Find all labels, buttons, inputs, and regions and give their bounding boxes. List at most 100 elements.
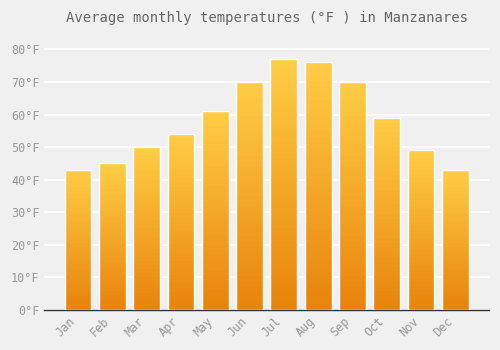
Bar bbox=[408, 218, 434, 222]
Bar bbox=[202, 161, 228, 166]
Bar bbox=[99, 174, 126, 178]
Bar bbox=[408, 186, 434, 190]
Bar bbox=[270, 184, 297, 191]
Bar bbox=[202, 171, 228, 176]
Bar bbox=[339, 281, 366, 287]
Bar bbox=[374, 295, 400, 300]
Bar bbox=[442, 254, 468, 257]
Bar bbox=[339, 88, 366, 93]
Bar bbox=[168, 279, 194, 284]
Bar bbox=[270, 59, 297, 65]
Bar bbox=[442, 240, 468, 243]
Bar bbox=[64, 278, 92, 282]
Bar bbox=[339, 145, 366, 150]
Bar bbox=[236, 179, 263, 184]
Bar bbox=[374, 276, 400, 281]
Bar bbox=[304, 260, 332, 266]
Bar bbox=[270, 216, 297, 222]
Bar bbox=[408, 230, 434, 234]
Bar bbox=[339, 82, 366, 88]
Bar bbox=[374, 281, 400, 286]
Bar bbox=[134, 240, 160, 245]
Bar bbox=[168, 305, 194, 310]
Bar bbox=[442, 250, 468, 254]
Bar bbox=[408, 150, 434, 310]
Bar bbox=[168, 160, 194, 165]
Bar bbox=[304, 291, 332, 298]
Bar bbox=[339, 122, 366, 127]
Bar bbox=[202, 265, 228, 270]
Bar bbox=[270, 285, 297, 291]
Bar bbox=[236, 293, 263, 298]
Bar bbox=[168, 244, 194, 248]
Bar bbox=[168, 204, 194, 209]
Bar bbox=[64, 250, 92, 254]
Bar bbox=[64, 292, 92, 296]
Bar bbox=[270, 228, 297, 235]
Bar bbox=[374, 118, 400, 310]
Bar bbox=[134, 147, 160, 310]
Bar bbox=[408, 202, 434, 206]
Bar bbox=[202, 240, 228, 245]
Bar bbox=[304, 279, 332, 285]
Bar bbox=[168, 257, 194, 261]
Bar bbox=[134, 212, 160, 216]
Bar bbox=[270, 78, 297, 84]
Bar bbox=[408, 266, 434, 270]
Bar bbox=[339, 219, 366, 224]
Bar bbox=[270, 122, 297, 128]
Bar bbox=[134, 281, 160, 285]
Bar bbox=[374, 271, 400, 276]
Bar bbox=[99, 295, 126, 299]
Bar bbox=[99, 171, 126, 174]
Bar bbox=[236, 167, 263, 173]
Bar bbox=[408, 150, 434, 154]
Bar bbox=[168, 178, 194, 182]
Bar bbox=[408, 226, 434, 230]
Bar bbox=[442, 264, 468, 268]
Bar bbox=[202, 220, 228, 225]
Bar bbox=[64, 198, 92, 201]
Bar bbox=[374, 195, 400, 200]
Bar bbox=[339, 184, 366, 190]
Bar bbox=[236, 207, 263, 213]
Bar bbox=[304, 192, 332, 198]
Bar bbox=[442, 177, 468, 180]
Bar bbox=[304, 149, 332, 155]
Bar bbox=[374, 152, 400, 156]
Bar bbox=[374, 257, 400, 262]
Bar bbox=[408, 166, 434, 170]
Bar bbox=[374, 286, 400, 290]
Bar bbox=[408, 258, 434, 262]
Bar bbox=[270, 178, 297, 184]
Bar bbox=[374, 156, 400, 161]
Bar bbox=[236, 173, 263, 179]
Bar bbox=[442, 219, 468, 222]
Bar bbox=[339, 173, 366, 179]
Bar bbox=[304, 266, 332, 273]
Bar bbox=[408, 278, 434, 282]
Bar bbox=[236, 133, 263, 139]
Bar bbox=[64, 254, 92, 257]
Bar bbox=[374, 290, 400, 295]
Bar bbox=[99, 270, 126, 273]
Bar bbox=[64, 243, 92, 247]
Bar bbox=[99, 211, 126, 215]
Bar bbox=[202, 201, 228, 205]
Bar bbox=[236, 93, 263, 99]
Bar bbox=[202, 250, 228, 255]
Bar bbox=[168, 187, 194, 191]
Bar bbox=[64, 212, 92, 215]
Bar bbox=[134, 285, 160, 289]
Bar bbox=[408, 262, 434, 266]
Bar bbox=[270, 128, 297, 134]
Bar bbox=[99, 288, 126, 292]
Bar bbox=[236, 127, 263, 133]
Bar bbox=[202, 235, 228, 240]
Bar bbox=[339, 304, 366, 310]
Bar bbox=[270, 191, 297, 197]
Bar bbox=[236, 230, 263, 236]
Bar bbox=[236, 184, 263, 190]
Bar bbox=[99, 266, 126, 270]
Bar bbox=[270, 59, 297, 310]
